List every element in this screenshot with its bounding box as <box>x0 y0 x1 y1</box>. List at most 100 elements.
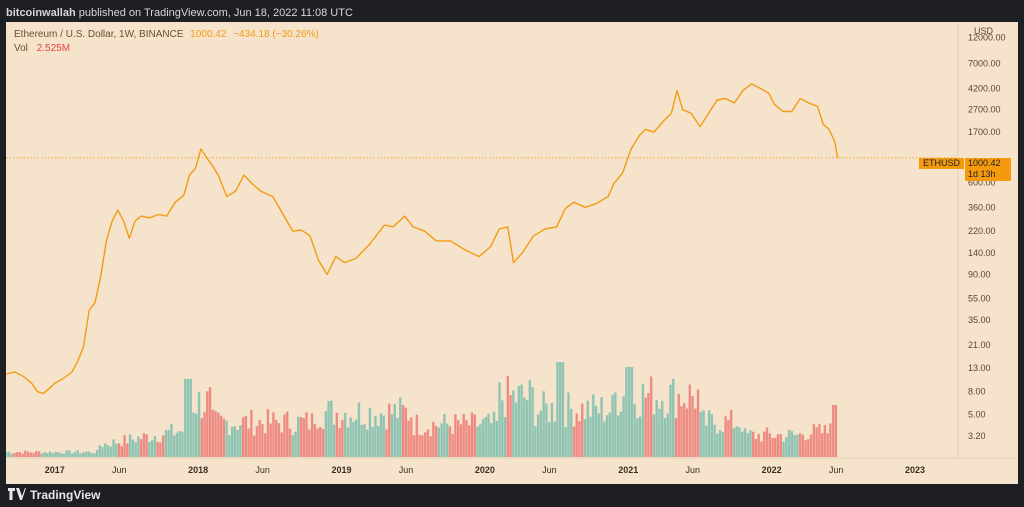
volume-bar[interactable] <box>21 453 24 457</box>
volume-bar[interactable] <box>145 434 148 457</box>
volume-bar[interactable] <box>691 395 694 457</box>
volume-bar[interactable] <box>669 384 672 457</box>
volume-bar[interactable] <box>228 435 231 457</box>
volume-bar[interactable] <box>161 435 165 457</box>
volume-bar[interactable] <box>415 414 419 457</box>
volume-bar[interactable] <box>172 435 176 457</box>
volume-bar[interactable] <box>440 423 443 457</box>
volume-bar[interactable] <box>153 436 157 457</box>
volume-bar[interactable] <box>399 397 402 457</box>
volume-bar[interactable] <box>219 415 223 457</box>
volume-bar[interactable] <box>743 428 747 457</box>
volume-bar[interactable] <box>261 423 264 457</box>
volume-bar[interactable] <box>727 419 730 457</box>
volume-bar[interactable] <box>481 419 485 457</box>
volume-bar[interactable] <box>600 397 603 457</box>
author-name[interactable]: bitcoinwallah <box>6 7 76 19</box>
volume-bar[interactable] <box>115 443 118 457</box>
volume-bar[interactable] <box>509 395 512 457</box>
volume-bar[interactable] <box>316 428 319 457</box>
volume-bar[interactable] <box>200 418 203 457</box>
volume-bar[interactable] <box>751 431 755 457</box>
volume-bar[interactable] <box>65 450 68 457</box>
volume-bar[interactable] <box>724 416 727 457</box>
volume-bar[interactable] <box>567 392 570 457</box>
volume-bar[interactable] <box>313 423 317 457</box>
volume-bar[interactable] <box>388 403 391 457</box>
volume-bar[interactable] <box>625 367 628 457</box>
volume-bar[interactable] <box>159 442 162 457</box>
volume-bar[interactable] <box>672 378 675 457</box>
volume-bar[interactable] <box>365 429 369 457</box>
volume-bar[interactable] <box>120 446 124 457</box>
volume-bar[interactable] <box>10 453 13 457</box>
volume-bar[interactable] <box>104 443 107 457</box>
volume-bar[interactable] <box>352 421 355 457</box>
volume-bar[interactable] <box>434 425 438 457</box>
volume-bar[interactable] <box>277 423 281 457</box>
volume-bar[interactable] <box>760 441 763 457</box>
volume-bar[interactable] <box>683 403 686 457</box>
volume-bar[interactable] <box>528 379 532 457</box>
volume-bar[interactable] <box>589 416 592 457</box>
volume-bar[interactable] <box>473 414 476 457</box>
volume-bar[interactable] <box>707 410 711 457</box>
volume-bar[interactable] <box>332 424 336 457</box>
volume-bar[interactable] <box>501 400 504 457</box>
price-axis-background[interactable] <box>958 22 1018 458</box>
volume-bar[interactable] <box>40 453 44 457</box>
volume-bar[interactable] <box>123 435 126 457</box>
volume-bar[interactable] <box>382 415 385 457</box>
volume-bar[interactable] <box>553 421 556 457</box>
volume-bar[interactable] <box>79 453 82 457</box>
volume-bar[interactable] <box>349 417 352 457</box>
volume-bar[interactable] <box>15 452 19 457</box>
volume-bar[interactable] <box>575 413 578 457</box>
volume-bar[interactable] <box>294 431 297 457</box>
volume-bar[interactable] <box>335 412 339 457</box>
volume-bar[interactable] <box>564 427 567 457</box>
volume-bar[interactable] <box>503 417 507 457</box>
volume-bar[interactable] <box>729 409 733 457</box>
volume-bar[interactable] <box>638 416 642 457</box>
volume-bar[interactable] <box>222 418 226 457</box>
volume-bar[interactable] <box>68 450 71 457</box>
volume-bar[interactable] <box>647 393 650 457</box>
volume-bar[interactable] <box>432 421 435 457</box>
volume-bar[interactable] <box>627 367 631 457</box>
volume-bar[interactable] <box>175 432 179 457</box>
volume-bar[interactable] <box>255 426 259 457</box>
volume-bar[interactable] <box>512 390 515 457</box>
volume-bar[interactable] <box>250 410 253 457</box>
volume-bar[interactable] <box>649 376 653 457</box>
volume-bar[interactable] <box>195 413 198 457</box>
volume-bar[interactable] <box>117 443 121 457</box>
volume-bar[interactable] <box>363 424 366 457</box>
volume-bar[interactable] <box>459 424 463 457</box>
volume-bar[interactable] <box>7 451 10 457</box>
volume-bar[interactable] <box>84 451 88 457</box>
volume-bar[interactable] <box>247 428 250 457</box>
volume-bar[interactable] <box>732 428 736 457</box>
volume-bar[interactable] <box>572 426 576 457</box>
volume-bar[interactable] <box>357 402 361 457</box>
volume-bar[interactable] <box>330 400 333 457</box>
volume-bar[interactable] <box>139 439 143 457</box>
volume-bar[interactable] <box>269 423 272 457</box>
volume-bar[interactable] <box>106 445 110 457</box>
volume-bar[interactable] <box>374 415 377 457</box>
volume-bar[interactable] <box>470 412 474 457</box>
volume-bar[interactable] <box>611 394 614 457</box>
volume-bar[interactable] <box>59 453 63 457</box>
volume-bar[interactable] <box>280 432 283 457</box>
volume-bar[interactable] <box>484 417 487 457</box>
volume-bar[interactable] <box>779 434 782 457</box>
volume-bar[interactable] <box>793 434 796 457</box>
volume-bar[interactable] <box>525 400 529 457</box>
volume-bar[interactable] <box>184 379 187 457</box>
volume-bar[interactable] <box>371 426 374 457</box>
volume-bar[interactable] <box>798 433 802 457</box>
volume-bar[interactable] <box>456 420 460 457</box>
volume-bar[interactable] <box>550 402 554 457</box>
volume-bar[interactable] <box>619 411 623 457</box>
